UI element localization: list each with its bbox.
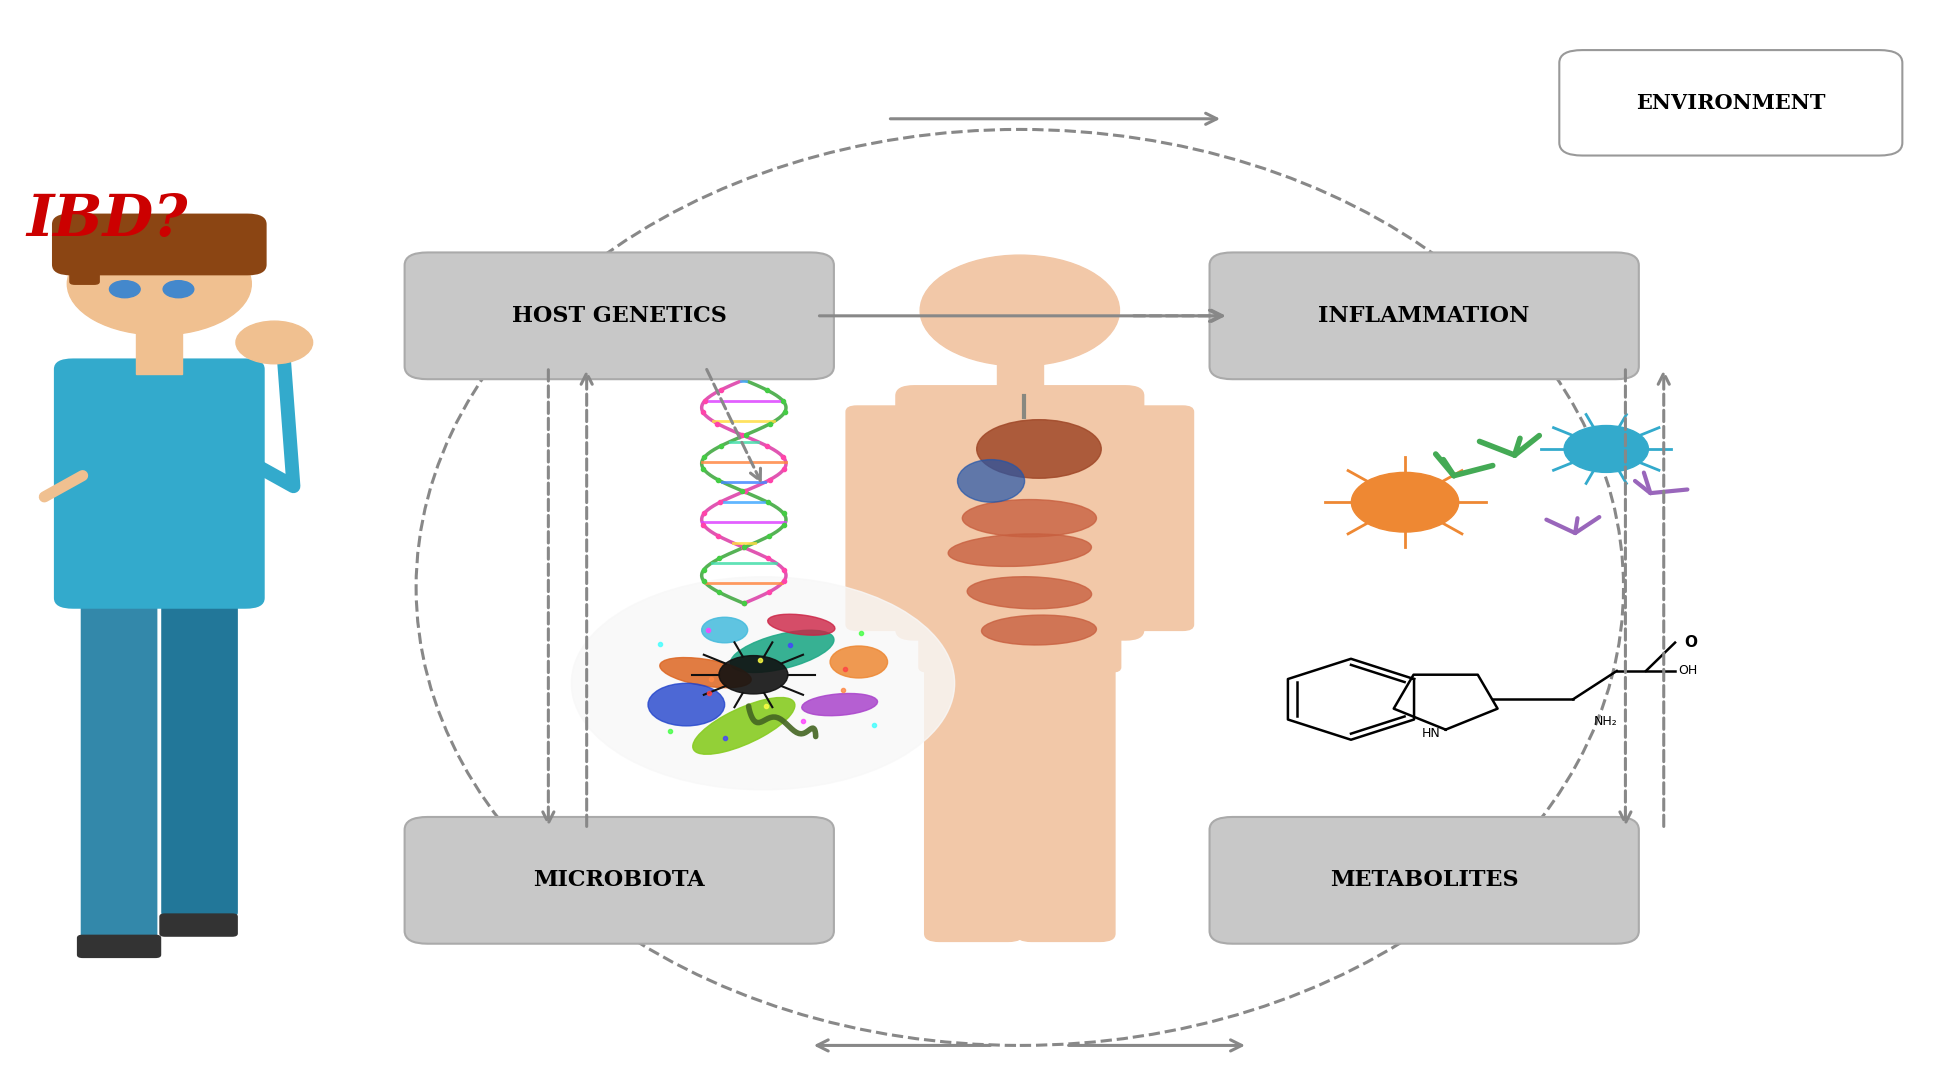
Ellipse shape — [768, 614, 836, 636]
Bar — [997, 342, 1043, 396]
Text: IBD?: IBD? — [27, 192, 188, 248]
FancyBboxPatch shape — [405, 252, 834, 379]
FancyBboxPatch shape — [52, 214, 268, 275]
Ellipse shape — [731, 630, 834, 672]
FancyBboxPatch shape — [1559, 50, 1902, 155]
Ellipse shape — [659, 657, 750, 687]
FancyBboxPatch shape — [159, 913, 238, 937]
Ellipse shape — [977, 420, 1101, 478]
FancyBboxPatch shape — [1016, 627, 1115, 942]
Ellipse shape — [958, 460, 1024, 502]
Circle shape — [109, 281, 140, 298]
Text: O: O — [1685, 636, 1699, 651]
FancyBboxPatch shape — [919, 587, 1121, 672]
Bar — [136, 332, 182, 374]
FancyBboxPatch shape — [405, 817, 834, 944]
Text: METABOLITES: METABOLITES — [1330, 870, 1518, 891]
FancyBboxPatch shape — [845, 406, 923, 631]
FancyBboxPatch shape — [1210, 252, 1638, 379]
FancyBboxPatch shape — [78, 934, 161, 958]
Circle shape — [1351, 473, 1458, 532]
Text: MICROBIOTA: MICROBIOTA — [533, 870, 706, 891]
Circle shape — [648, 683, 725, 726]
Circle shape — [572, 577, 954, 790]
Circle shape — [1565, 425, 1648, 473]
Circle shape — [702, 617, 748, 643]
FancyBboxPatch shape — [70, 247, 101, 285]
Ellipse shape — [692, 697, 795, 754]
Circle shape — [830, 646, 888, 678]
Text: HOST GENETICS: HOST GENETICS — [512, 305, 727, 327]
Text: OH: OH — [1679, 665, 1699, 678]
FancyBboxPatch shape — [1117, 406, 1194, 631]
FancyBboxPatch shape — [81, 586, 157, 951]
FancyBboxPatch shape — [896, 385, 1144, 641]
FancyBboxPatch shape — [161, 586, 238, 918]
Text: NH₂: NH₂ — [1594, 715, 1617, 728]
Text: ENVIRONMENT: ENVIRONMENT — [1637, 93, 1827, 113]
Circle shape — [719, 656, 787, 694]
FancyBboxPatch shape — [54, 358, 266, 609]
Circle shape — [921, 255, 1119, 366]
FancyBboxPatch shape — [1210, 817, 1638, 944]
Ellipse shape — [968, 576, 1092, 609]
Ellipse shape — [981, 615, 1096, 645]
Text: INFLAMMATION: INFLAMMATION — [1319, 305, 1530, 327]
Ellipse shape — [948, 534, 1092, 566]
Circle shape — [163, 281, 194, 298]
Text: HN: HN — [1421, 727, 1441, 740]
FancyBboxPatch shape — [925, 627, 1024, 942]
Ellipse shape — [801, 694, 878, 715]
Circle shape — [237, 322, 312, 364]
Ellipse shape — [962, 500, 1096, 537]
Circle shape — [68, 233, 252, 334]
